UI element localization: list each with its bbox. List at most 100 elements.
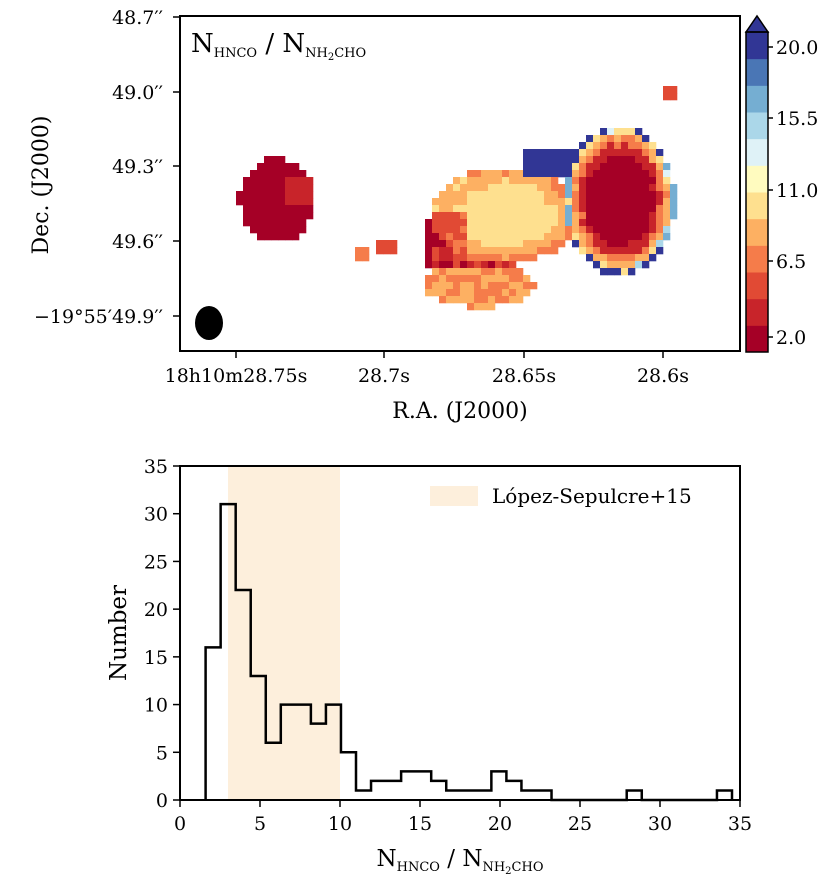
map-pixel — [488, 240, 496, 248]
map-pixel — [551, 219, 559, 227]
map-pixel — [481, 191, 489, 199]
map-pixel — [488, 275, 496, 283]
map-pixel — [600, 254, 608, 262]
map-pixel — [649, 212, 657, 220]
legend-label: López-Sepulcre+15 — [492, 484, 692, 508]
map-pixel — [649, 163, 657, 171]
map-pixel — [446, 212, 454, 220]
map-pixel — [439, 233, 447, 241]
map-pixel — [642, 212, 650, 220]
map-pixel — [474, 198, 482, 206]
map-pixel — [502, 254, 510, 262]
map-pixel — [460, 240, 468, 248]
map-pixel — [600, 268, 608, 276]
map-pixel — [481, 205, 489, 213]
map-pixel — [593, 135, 601, 143]
map-pixel — [614, 268, 622, 276]
map-pixel — [586, 142, 594, 150]
map-pixel — [474, 177, 482, 185]
map-pixel — [572, 163, 580, 171]
map-pixel — [446, 219, 454, 227]
map-pixel — [593, 233, 601, 241]
map-pixel — [236, 191, 244, 199]
map-pixel — [544, 184, 552, 192]
map-pixel — [481, 226, 489, 234]
map-pixel — [523, 198, 531, 206]
map-pixel — [530, 184, 538, 192]
map-pixel — [649, 142, 657, 150]
map-pixel — [649, 184, 657, 192]
map-pixel — [509, 219, 517, 227]
map-pixel — [551, 170, 559, 178]
map-pixel — [670, 205, 678, 213]
map-pixel — [544, 233, 552, 241]
map-pixel — [621, 135, 629, 143]
map-pixel — [425, 219, 433, 227]
map-pixel — [642, 219, 650, 227]
histogram-bin — [206, 647, 221, 800]
map-pixel — [656, 247, 664, 255]
map-pixel — [621, 177, 629, 185]
map-pixel — [299, 226, 307, 234]
map-pixel — [495, 247, 503, 255]
map-pixel — [642, 261, 650, 269]
map-pixel — [614, 184, 622, 192]
map-pixel — [285, 205, 293, 213]
map-pixel — [278, 170, 286, 178]
map-pixel — [488, 303, 496, 311]
map-pixel — [355, 254, 363, 262]
map-pixel — [285, 170, 293, 178]
map-pixel — [544, 247, 552, 255]
map-pixel — [544, 226, 552, 234]
map-pixel — [467, 198, 475, 206]
map-pixel — [446, 226, 454, 234]
map-pixel — [642, 163, 650, 171]
map-pixel — [649, 247, 657, 255]
map-pixel — [523, 275, 531, 283]
map-pixel — [530, 219, 538, 227]
histogram-ytick-label: 35 — [144, 456, 168, 478]
map-pixel — [628, 268, 636, 276]
map-pixel — [432, 254, 440, 262]
map-pixel — [474, 282, 482, 290]
map-pixel — [292, 163, 300, 171]
map-pixel — [432, 247, 440, 255]
map-pixel — [586, 170, 594, 178]
map-pixel — [292, 219, 300, 227]
map-pixel — [474, 212, 482, 220]
map-pixel — [271, 191, 279, 199]
map-pixel — [565, 163, 573, 171]
histogram-ytick-label: 15 — [144, 647, 168, 669]
map-pixel — [635, 240, 643, 248]
map-pixel — [439, 275, 447, 283]
map-pixel — [257, 219, 265, 227]
map-pixel — [264, 212, 272, 220]
map-pixel — [460, 289, 468, 297]
map-pixel — [586, 219, 594, 227]
map-pixel — [474, 191, 482, 199]
map-pixel — [495, 261, 503, 269]
map-pixel — [544, 163, 552, 171]
map-pixel — [649, 226, 657, 234]
map-pixel — [593, 254, 601, 262]
map-pixel — [425, 282, 433, 290]
map-pixel — [600, 219, 608, 227]
map-pixel — [530, 254, 538, 262]
map-pixel — [600, 212, 608, 220]
map-pixel — [278, 184, 286, 192]
map-xtick-label: 18h10m28.75s — [165, 365, 308, 387]
map-pixel — [446, 268, 454, 276]
map-pixel — [600, 135, 608, 143]
map-pixel — [495, 268, 503, 276]
colorbar-segment — [746, 218, 768, 246]
map-pixel — [439, 219, 447, 227]
histogram-bin — [431, 781, 446, 800]
map-pixel — [530, 240, 538, 248]
colorbar-tick-label: 11.0 — [776, 180, 818, 202]
map-pixel — [642, 240, 650, 248]
map-pixel — [481, 233, 489, 241]
map-pixel — [460, 268, 468, 276]
map-pixel — [537, 205, 545, 213]
map-pixel — [488, 247, 496, 255]
histogram-bin — [627, 790, 642, 800]
